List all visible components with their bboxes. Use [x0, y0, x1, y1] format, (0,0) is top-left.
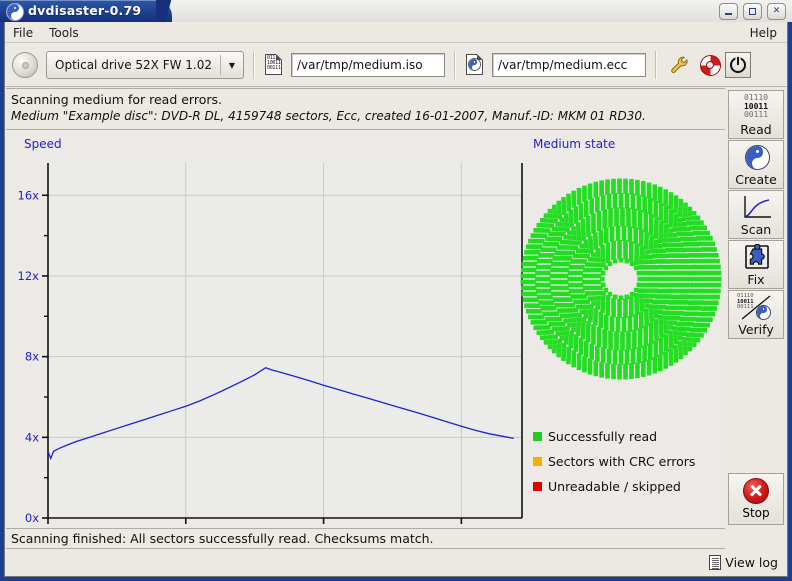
- create-button[interactable]: Create: [728, 140, 784, 189]
- scan-button[interactable]: Scan: [728, 190, 784, 239]
- tool-bar: Optical drive 52X FW 1.02 ▼ 011 10011 0011…: [5, 44, 787, 87]
- action-sidebar: 01110 10011 00111 Read Create Scan: [726, 88, 786, 528]
- drive-select[interactable]: Optical drive 52X FW 1.02 ▼: [46, 51, 244, 79]
- legend: Successfully read Sectors with CRC error…: [533, 424, 695, 499]
- toolbar-separator-1: [253, 51, 254, 79]
- chevron-down-icon[interactable]: ▼: [228, 60, 236, 70]
- menu-file[interactable]: File: [13, 25, 34, 40]
- legend-label: Unreadable / skipped: [548, 479, 681, 494]
- ecc-path-value: /var/tmp/medium.ecc: [498, 58, 628, 72]
- menu-tools[interactable]: Tools: [49, 25, 79, 40]
- verify-button-label: Verify: [738, 322, 774, 337]
- fix-button-label: Fix: [747, 272, 765, 287]
- stop-circle-icon: [743, 478, 769, 504]
- toolbar-separator-3: [655, 51, 656, 79]
- ecc-path-input[interactable]: /var/tmp/medium.ecc: [492, 53, 646, 77]
- legend-item: Unreadable / skipped: [533, 474, 695, 499]
- legend-item: Sectors with CRC errors: [533, 449, 695, 474]
- status-medium-info: Medium "Example disc": DVD-R DL, 4159748…: [11, 109, 646, 123]
- legend-item: Successfully read: [533, 424, 695, 449]
- view-log-button[interactable]: View log: [725, 555, 778, 570]
- scan-button-label: Scan: [740, 222, 772, 237]
- title-tab: [0, 0, 186, 22]
- menu-help[interactable]: Help: [749, 25, 777, 40]
- status-header: Scanning medium for read errors. Medium …: [6, 88, 725, 130]
- read-button-label: Read: [740, 122, 772, 137]
- title-bar: dvdisaster-0.79 ✕: [0, 0, 792, 22]
- wrench-icon: [671, 56, 688, 73]
- footer-message: Scanning finished: All sectors successfu…: [11, 531, 434, 546]
- close-button[interactable]: ✕: [767, 3, 786, 20]
- help-button[interactable]: [695, 50, 725, 80]
- fix-button[interactable]: Fix: [728, 240, 784, 289]
- legend-swatch-unreadable: [533, 482, 542, 491]
- stop-area: Stop: [726, 473, 786, 528]
- iso-path-value: /var/tmp/medium.iso: [297, 58, 423, 72]
- create-button-label: Create: [735, 172, 777, 187]
- preferences-button[interactable]: [665, 50, 695, 80]
- legend-swatch-read: [533, 432, 542, 441]
- toolbar-separator-2: [454, 51, 455, 79]
- minimize-button[interactable]: [719, 3, 738, 20]
- menu-bar: File Tools Help: [5, 23, 787, 43]
- main-content: Speed 0x4x8x12x16x0.0G2.5G5.0G7.5G Mediu…: [6, 131, 725, 541]
- svg-text:0x: 0x: [25, 511, 39, 525]
- puzzle-piece-icon: [736, 242, 776, 273]
- legend-swatch-crc: [533, 457, 542, 466]
- lifebuoy-icon: [699, 54, 721, 76]
- medium-state-disc: [520, 178, 722, 380]
- log-page-icon: [709, 555, 722, 570]
- view-log-bar: View log: [6, 550, 786, 575]
- svg-text:16x: 16x: [18, 188, 40, 202]
- quit-button[interactable]: [725, 52, 751, 78]
- yin-yang-icon: [736, 142, 776, 173]
- svg-text:4x: 4x: [25, 430, 39, 444]
- drive-select-label: Optical drive 52X FW 1.02: [55, 58, 212, 72]
- svg-text:12x: 12x: [18, 269, 40, 283]
- svg-text:8x: 8x: [25, 350, 39, 364]
- ecc-file-icon: [464, 53, 486, 77]
- window-controls: ✕: [719, 3, 786, 20]
- verify-button[interactable]: 01110 10011 00111 Verify: [728, 290, 784, 339]
- window-title: dvdisaster-0.79: [28, 3, 142, 18]
- legend-label: Sectors with CRC errors: [548, 454, 696, 469]
- speed-curve-icon: [736, 192, 776, 223]
- verify-icon: 01110 10011 00111: [736, 292, 776, 323]
- iso-path-input[interactable]: /var/tmp/medium.iso: [291, 53, 445, 77]
- legend-label: Successfully read: [548, 429, 658, 444]
- status-headline: Scanning medium for read errors.: [11, 92, 222, 107]
- optical-disc-icon: [12, 52, 38, 78]
- stop-button-label: Stop: [742, 506, 770, 520]
- maximize-button[interactable]: [743, 3, 762, 20]
- footer-message-bar: Scanning finished: All sectors successfu…: [6, 528, 725, 549]
- binary-file-icon: 011 10011 00111: [263, 53, 285, 77]
- stop-button[interactable]: Stop: [728, 473, 784, 525]
- binary-read-icon: 01110 10011 00111: [743, 93, 769, 120]
- power-icon: [730, 57, 746, 73]
- read-button[interactable]: 01110 10011 00111 Read: [728, 90, 784, 139]
- medium-state-title: Medium state: [533, 137, 616, 151]
- app-icon: [6, 3, 24, 21]
- speed-chart-title: Speed: [24, 137, 62, 151]
- speed-chart: 0x4x8x12x16x0.0G2.5G5.0G7.5G: [18, 163, 523, 541]
